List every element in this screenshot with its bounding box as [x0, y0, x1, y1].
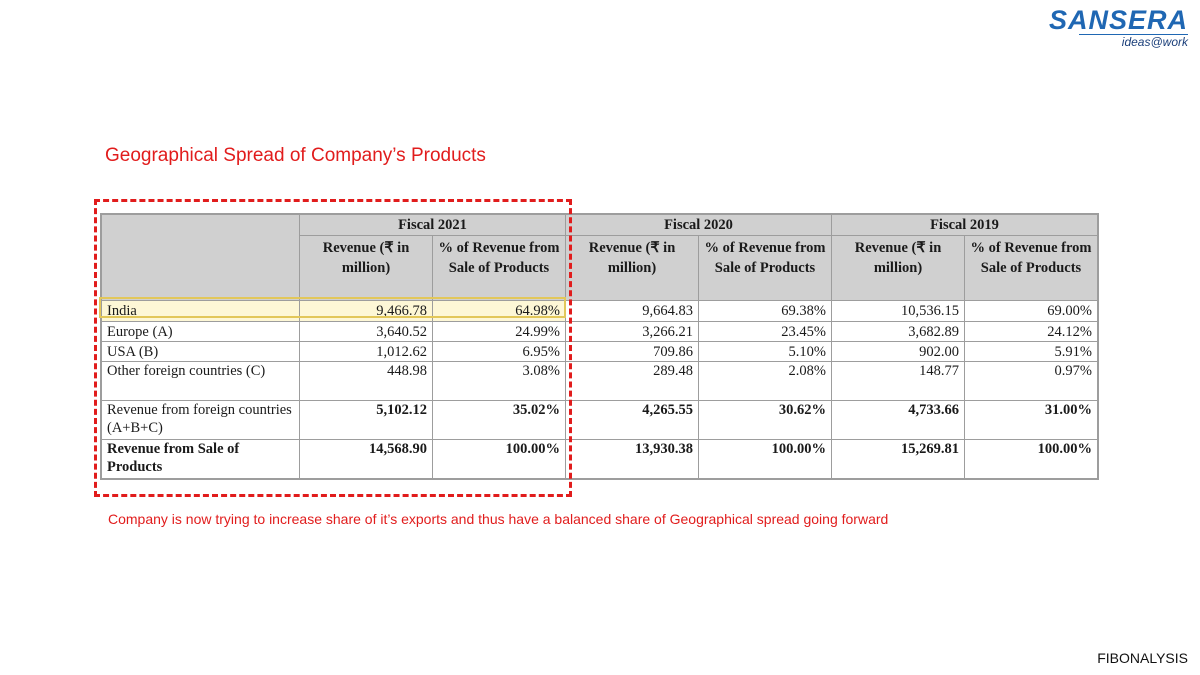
col-header-revenue: Revenue (₹ in million) — [831, 235, 965, 301]
cell-value: 69.38% — [698, 300, 832, 322]
col-header-revenue: Revenue (₹ in million) — [299, 235, 433, 301]
row-label: Revenue from Sale of Products — [101, 439, 300, 479]
cell-value: 24.12% — [964, 321, 1098, 342]
fiscal-header-2020: Fiscal 2020 — [565, 214, 832, 236]
cell-value: 4,265.55 — [565, 400, 699, 440]
header-corner — [101, 214, 300, 301]
cell-value: 5,102.12 — [299, 400, 433, 440]
col-header-percent: % of Revenue from Sale of Products — [964, 235, 1098, 301]
fiscal-header-2021: Fiscal 2021 — [299, 214, 566, 236]
cell-value: 35.02% — [432, 400, 566, 440]
cell-value: 69.00% — [964, 300, 1098, 322]
column-header-row: Revenue (₹ in million) % of Revenue from… — [102, 235, 1098, 301]
cell-value: 64.98% — [432, 300, 566, 322]
cell-value: 3,266.21 — [565, 321, 699, 342]
cell-value: 1,012.62 — [299, 341, 433, 362]
cell-value: 100.00% — [698, 439, 832, 479]
cell-value: 31.00% — [964, 400, 1098, 440]
footer-brand: FIBONALYSIS — [1097, 650, 1188, 666]
cell-value: 6.95% — [432, 341, 566, 362]
cell-value: 709.86 — [565, 341, 699, 362]
cell-value: 3.08% — [432, 361, 566, 401]
col-header-percent: % of Revenue from Sale of Products — [698, 235, 832, 301]
cell-value: 100.00% — [432, 439, 566, 479]
table-row-europe: Europe (A) 3,640.52 24.99% 3,266.21 23.4… — [101, 321, 1098, 342]
cell-value: 14,568.90 — [299, 439, 433, 479]
cell-value: 448.98 — [299, 361, 433, 401]
cell-value: 10,536.15 — [831, 300, 965, 322]
cell-value: 15,269.81 — [831, 439, 965, 479]
cell-value: 2.08% — [698, 361, 832, 401]
col-header-revenue: Revenue (₹ in million) — [565, 235, 699, 301]
cell-value: 148.77 — [831, 361, 965, 401]
cell-value: 13,930.38 — [565, 439, 699, 479]
sansera-logo: SANSERA ideas@work — [1049, 6, 1188, 48]
cell-value: 30.62% — [698, 400, 832, 440]
cell-value: 5.10% — [698, 341, 832, 362]
commentary-note: Company is now trying to increase share … — [108, 511, 889, 527]
cell-value: 3,682.89 — [831, 321, 965, 342]
cell-value: 0.97% — [964, 361, 1098, 401]
cell-value: 3,640.52 — [299, 321, 433, 342]
table-row-foreign-total: Revenue from foreign countries (A+B+C) 5… — [101, 400, 1098, 440]
cell-value: 9,664.83 — [565, 300, 699, 322]
cell-value: 9,466.78 — [299, 300, 433, 322]
row-label: Europe (A) — [101, 321, 300, 342]
table-row-sale-total: Revenue from Sale of Products 14,568.90 … — [101, 439, 1098, 479]
logo-wordmark: SANSERA — [1048, 5, 1188, 35]
cell-value: 23.45% — [698, 321, 832, 342]
table-row-usa: USA (B) 1,012.62 6.95% 709.86 5.10% 902.… — [101, 341, 1098, 362]
geography-table-container: Fiscal 2021 Fiscal 2020 Fiscal 2019 Reve… — [100, 213, 1099, 480]
row-label: USA (B) — [101, 341, 300, 362]
cell-value: 4,733.66 — [831, 400, 965, 440]
fiscal-header-2019: Fiscal 2019 — [831, 214, 1098, 236]
col-header-percent: % of Revenue from Sale of Products — [432, 235, 566, 301]
table-row-other-foreign: Other foreign countries (C) 448.98 3.08%… — [101, 361, 1098, 401]
row-label: Revenue from foreign countries (A+B+C) — [101, 400, 300, 440]
logo-tagline: ideas@work — [1078, 34, 1188, 48]
cell-value: 902.00 — [831, 341, 965, 362]
slide-title: Geographical Spread of Company’s Product… — [105, 145, 486, 166]
cell-value: 24.99% — [432, 321, 566, 342]
table-row-india: India 9,466.78 64.98% 9,664.83 69.38% 10… — [101, 300, 1098, 322]
row-label: India — [101, 300, 300, 322]
cell-value: 5.91% — [964, 341, 1098, 362]
row-label: Other foreign countries (C) — [101, 361, 300, 401]
geography-revenue-table: Fiscal 2021 Fiscal 2020 Fiscal 2019 Reve… — [101, 214, 1098, 479]
fiscal-year-header-row: Fiscal 2021 Fiscal 2020 Fiscal 2019 — [101, 214, 1098, 301]
cell-value: 100.00% — [964, 439, 1098, 479]
cell-value: 289.48 — [565, 361, 699, 401]
